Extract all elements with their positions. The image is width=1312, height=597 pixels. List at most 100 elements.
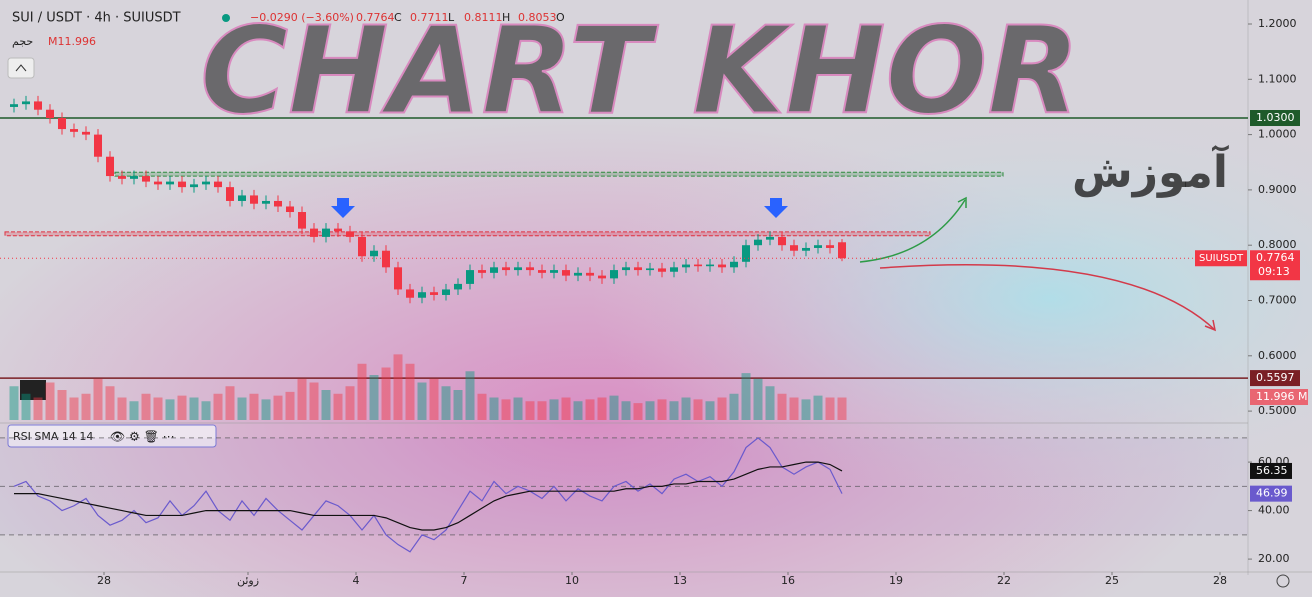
volume-bar xyxy=(153,397,163,420)
bull-arrow-head xyxy=(957,196,967,208)
volume-bar xyxy=(381,367,391,420)
settings-icon[interactable] xyxy=(1276,574,1290,588)
candle-body xyxy=(610,270,619,279)
y-tick-label: 0.6000 xyxy=(1258,349,1297,362)
candle-body xyxy=(142,176,151,182)
collapse-button[interactable] xyxy=(7,57,35,79)
y-tick-label: 1.1000 xyxy=(1258,72,1297,85)
volume-bar xyxy=(273,395,283,420)
candle-body xyxy=(742,245,751,262)
volume-bar xyxy=(429,378,439,420)
volume-bar xyxy=(837,397,847,420)
volume-bar xyxy=(597,397,607,420)
candle-body xyxy=(262,200,271,204)
candle-body xyxy=(694,264,703,267)
ohlc-value: 0.7764 xyxy=(356,11,395,24)
volume-bar xyxy=(57,390,67,420)
volume-bar xyxy=(81,393,91,420)
candle-body xyxy=(118,176,127,179)
candle-body xyxy=(730,261,739,268)
candle-body xyxy=(790,245,799,251)
rsi-legend-box[interactable] xyxy=(7,424,217,448)
candle-body xyxy=(838,242,847,259)
volume-bar xyxy=(741,373,751,420)
candle-body xyxy=(226,187,235,201)
volume-bar xyxy=(177,395,187,420)
candle-body xyxy=(130,176,139,179)
candle-body xyxy=(490,267,499,273)
bear-arrow xyxy=(879,264,1216,331)
volume-bar xyxy=(825,397,835,420)
volume-bar xyxy=(501,399,511,420)
candle-body xyxy=(814,245,823,248)
volume-bar xyxy=(105,386,115,420)
candle-body xyxy=(358,236,367,257)
x-tick-label: 28 xyxy=(97,574,111,587)
candle-body xyxy=(154,181,163,185)
volume-name: حجم xyxy=(12,35,33,48)
candle-body xyxy=(10,104,19,107)
candle-body xyxy=(502,267,511,271)
ohlc-value: 0.8111 xyxy=(464,11,503,24)
y-tick-label: 0.8000 xyxy=(1258,238,1297,251)
volume-bar xyxy=(9,386,19,420)
level-label: 0.5597 xyxy=(1256,371,1295,384)
header: SUI / USDT · 4h · SUIUSDT −0.0290 (−3.60… xyxy=(12,11,354,49)
level-label-bg xyxy=(1250,110,1300,127)
y-tick-label: 0.9000 xyxy=(1258,183,1297,196)
candle-body xyxy=(526,267,535,271)
volume-bar xyxy=(453,390,463,420)
rsi-label: 46.99 xyxy=(1256,487,1288,500)
bull-arrow xyxy=(859,199,966,263)
candle-body xyxy=(214,181,223,188)
candle-body xyxy=(298,212,307,229)
volume-bar xyxy=(285,391,295,420)
volume-bar xyxy=(165,399,175,420)
candle-body xyxy=(22,101,31,105)
candle-body xyxy=(682,264,691,268)
candle-body xyxy=(418,292,427,298)
candle-body xyxy=(34,101,43,110)
x-tick-label: 4 xyxy=(353,574,360,587)
volume-bar xyxy=(441,386,451,420)
candle-body xyxy=(718,264,727,268)
symbol-label: SUIUSDT xyxy=(1199,253,1244,264)
candle-body xyxy=(634,267,643,271)
volume-legend: M11.996 xyxy=(48,35,96,48)
volume-bar xyxy=(45,382,55,420)
x-tick-label: 7 xyxy=(461,574,468,587)
x-tick-label: 22 xyxy=(997,574,1011,587)
volume-bar xyxy=(225,386,235,420)
candle-body xyxy=(202,181,211,185)
symbol: SUI / USDT · 4h · SUIUSDT xyxy=(12,11,181,26)
volume-bar xyxy=(681,397,691,420)
candle-body xyxy=(178,181,187,188)
volume-bar xyxy=(561,397,571,420)
volume-bar xyxy=(585,399,595,420)
bear-arrow-head xyxy=(1204,319,1217,332)
rsi-sma-line xyxy=(14,461,843,531)
candle-body xyxy=(334,228,343,232)
candle-body xyxy=(778,236,787,246)
rsi-label-bg xyxy=(1250,485,1292,502)
arrow-down xyxy=(764,198,788,218)
y-tick-label: 1.2000 xyxy=(1258,17,1297,30)
volume-bar xyxy=(669,401,679,420)
x-tick-label: 10 xyxy=(565,574,579,587)
volume-bar xyxy=(345,386,355,420)
candle-body xyxy=(574,272,583,276)
y-tick-label: 0.5000 xyxy=(1258,404,1297,417)
x-tick-label: 13 xyxy=(673,574,687,587)
rsi-legend-icons[interactable]: 👁 ⚙ 🗑 ⋯ xyxy=(110,430,175,444)
volume-bar xyxy=(237,397,247,420)
candle-body xyxy=(46,109,55,119)
volume-bar xyxy=(717,397,727,420)
candle-body xyxy=(658,268,667,272)
candle-body xyxy=(802,247,811,251)
volume-bar xyxy=(633,403,643,420)
rsi-tick-label: 40.00 xyxy=(1258,504,1290,517)
volume-bar xyxy=(525,401,535,420)
candle-body xyxy=(514,267,523,271)
rsi-line xyxy=(13,437,843,553)
candle-body xyxy=(274,200,283,207)
